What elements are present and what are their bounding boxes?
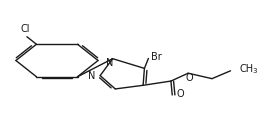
Text: O: O (186, 73, 193, 83)
Text: CH: CH (239, 64, 253, 74)
Text: Cl: Cl (21, 24, 30, 34)
Text: N: N (88, 71, 95, 81)
Text: Br: Br (151, 52, 162, 62)
Text: 3: 3 (252, 68, 257, 74)
Text: N: N (106, 58, 114, 68)
Text: O: O (177, 89, 184, 99)
